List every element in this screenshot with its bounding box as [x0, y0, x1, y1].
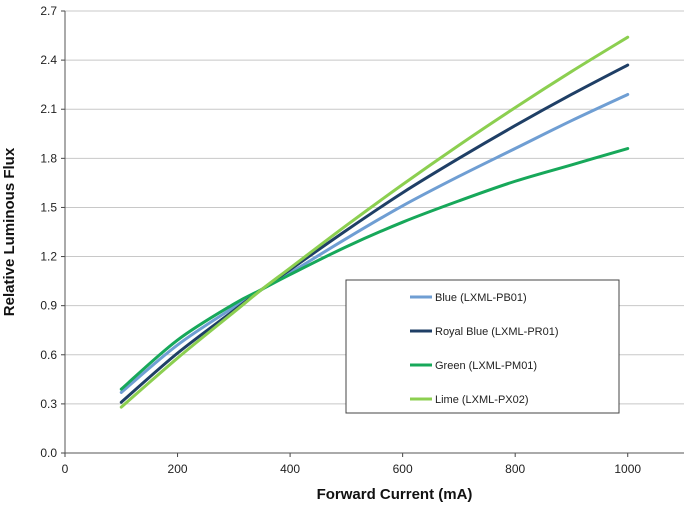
y-tick-label: 2.1	[40, 102, 57, 116]
y-tick-label: 1.8	[40, 151, 57, 165]
x-tick-label: 1000	[614, 462, 641, 476]
y-tick-label: 0.0	[40, 446, 57, 460]
y-tick-label: 0.3	[40, 397, 57, 411]
x-tick-label: 0	[62, 462, 69, 476]
axes	[61, 10, 684, 457]
grid-lines	[65, 10, 684, 405]
series-line-1	[119, 92, 630, 394]
x-tick-label: 600	[393, 462, 413, 476]
y-tick-label: 1.2	[40, 250, 57, 264]
series-line-2	[119, 63, 630, 404]
y-tick-label: 0.6	[40, 348, 57, 362]
y-tick-label: 2.4	[40, 53, 57, 67]
legend-label: Blue (LXML-PB01)	[435, 292, 527, 304]
x-tick-label: 200	[168, 462, 188, 476]
y-axis-title: Relative Luminous Flux	[1, 147, 18, 316]
legend-label: Green (LXML-PM01)	[435, 360, 537, 372]
y-tick-label: 0.9	[40, 299, 57, 313]
y-tick-label: 1.5	[40, 200, 57, 214]
series-lines	[119, 35, 630, 409]
tick-labels: 0.0 0.3 0.6 0.9 1.2 1.5 1.8 2.1 2.4 2.7 0 200 400 600…	[40, 4, 641, 476]
legend: Blue (LXML-PB01) Royal Blue (LXML-PR01) Gr…	[345, 279, 620, 414]
legend-label: Lime (LXML-PX02)	[435, 394, 529, 406]
series-line-4	[119, 35, 630, 409]
y-tick-label: 2.7	[40, 4, 57, 18]
x-tick-label: 800	[505, 462, 525, 476]
x-axis-title: Forward Current (mA)	[317, 486, 473, 503]
legend-box	[345, 279, 620, 414]
series-line-3	[119, 147, 630, 391]
legend-label: Royal Blue (LXML-PR01)	[435, 326, 559, 338]
x-tick-label: 400	[280, 462, 300, 476]
